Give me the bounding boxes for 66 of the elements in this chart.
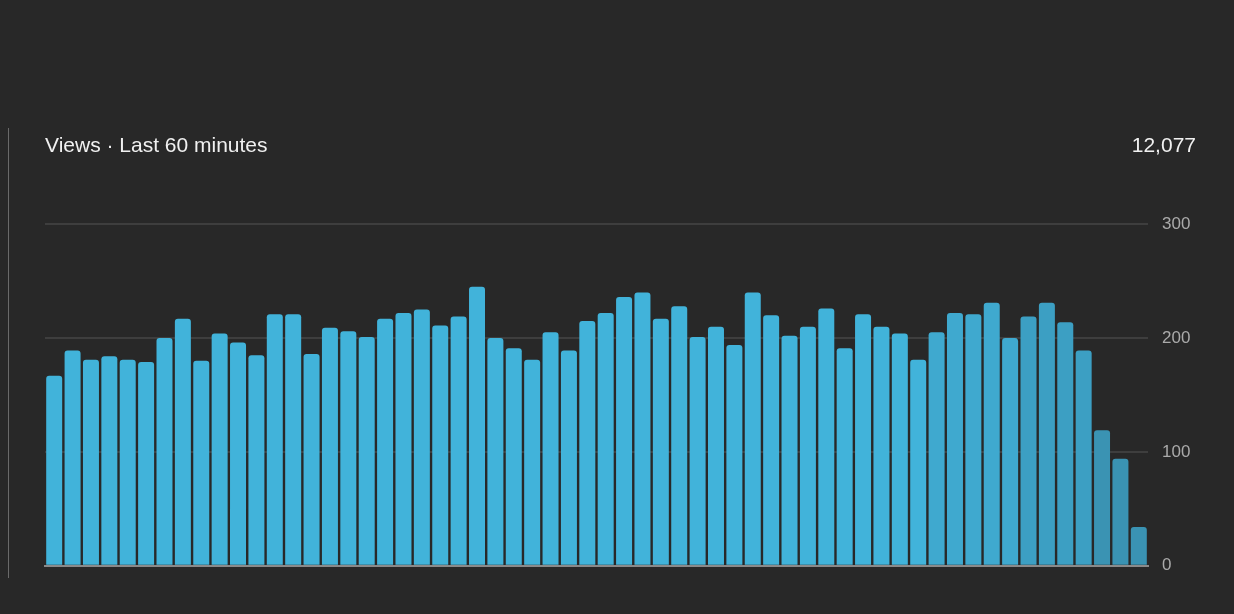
bar: [836, 348, 853, 565]
bar: [1112, 458, 1129, 565]
y-tick-label: 0: [1162, 555, 1172, 575]
bar: [358, 336, 375, 565]
bar: [946, 313, 963, 565]
bar: [193, 360, 210, 565]
bar: [1020, 316, 1037, 565]
bar: [266, 314, 283, 565]
bar: [579, 320, 596, 565]
bar: [634, 292, 651, 565]
bar: [1038, 302, 1055, 565]
bar: [763, 315, 780, 565]
bar: [1094, 430, 1111, 565]
bar: [505, 348, 522, 565]
bar: [156, 338, 173, 565]
bar: [891, 333, 908, 565]
bar: [744, 292, 761, 565]
bar: [395, 313, 412, 565]
bar: [119, 359, 136, 565]
bar: [1002, 338, 1019, 565]
bar: [616, 297, 633, 565]
bar: [46, 375, 63, 565]
bar: [965, 314, 982, 565]
y-tick-label: 100: [1162, 441, 1191, 461]
text: 12,077: [1131, 133, 1196, 157]
bar: [377, 318, 394, 565]
bar: [928, 332, 945, 565]
bar: [432, 325, 449, 565]
bar: [303, 354, 320, 565]
bar: [340, 331, 357, 565]
bar: [873, 326, 890, 565]
bar: [799, 326, 816, 565]
bar: [726, 344, 743, 565]
bar: [64, 350, 81, 565]
bar: [230, 342, 247, 565]
bar: [781, 335, 798, 565]
bar: [413, 309, 430, 565]
bar: [983, 302, 1000, 565]
bar: [597, 313, 614, 565]
bar: [560, 350, 577, 565]
bar: [321, 327, 338, 565]
bar: [450, 316, 467, 565]
bar: [469, 286, 486, 565]
bar: [138, 361, 155, 565]
bar: [1075, 350, 1092, 565]
bar: [542, 332, 559, 565]
bar: [818, 308, 835, 565]
bar: [248, 355, 265, 565]
bar: [487, 338, 504, 565]
bar: [174, 318, 191, 565]
bar: [689, 336, 706, 565]
bar: [1057, 322, 1074, 565]
bar: [101, 356, 118, 565]
bar: [910, 359, 927, 565]
y-tick-label: 200: [1162, 327, 1191, 347]
bar: [708, 326, 724, 565]
bar: [1130, 527, 1147, 565]
bar: [652, 318, 669, 565]
bar: [855, 314, 872, 565]
bar: [524, 359, 541, 565]
bar: [285, 314, 302, 565]
bar: [671, 306, 688, 565]
y-tick-label: 300: [1162, 213, 1191, 233]
bar: [82, 359, 99, 565]
chart-title: Views · Last 60 minutes: [45, 133, 268, 157]
bar: [211, 333, 228, 565]
